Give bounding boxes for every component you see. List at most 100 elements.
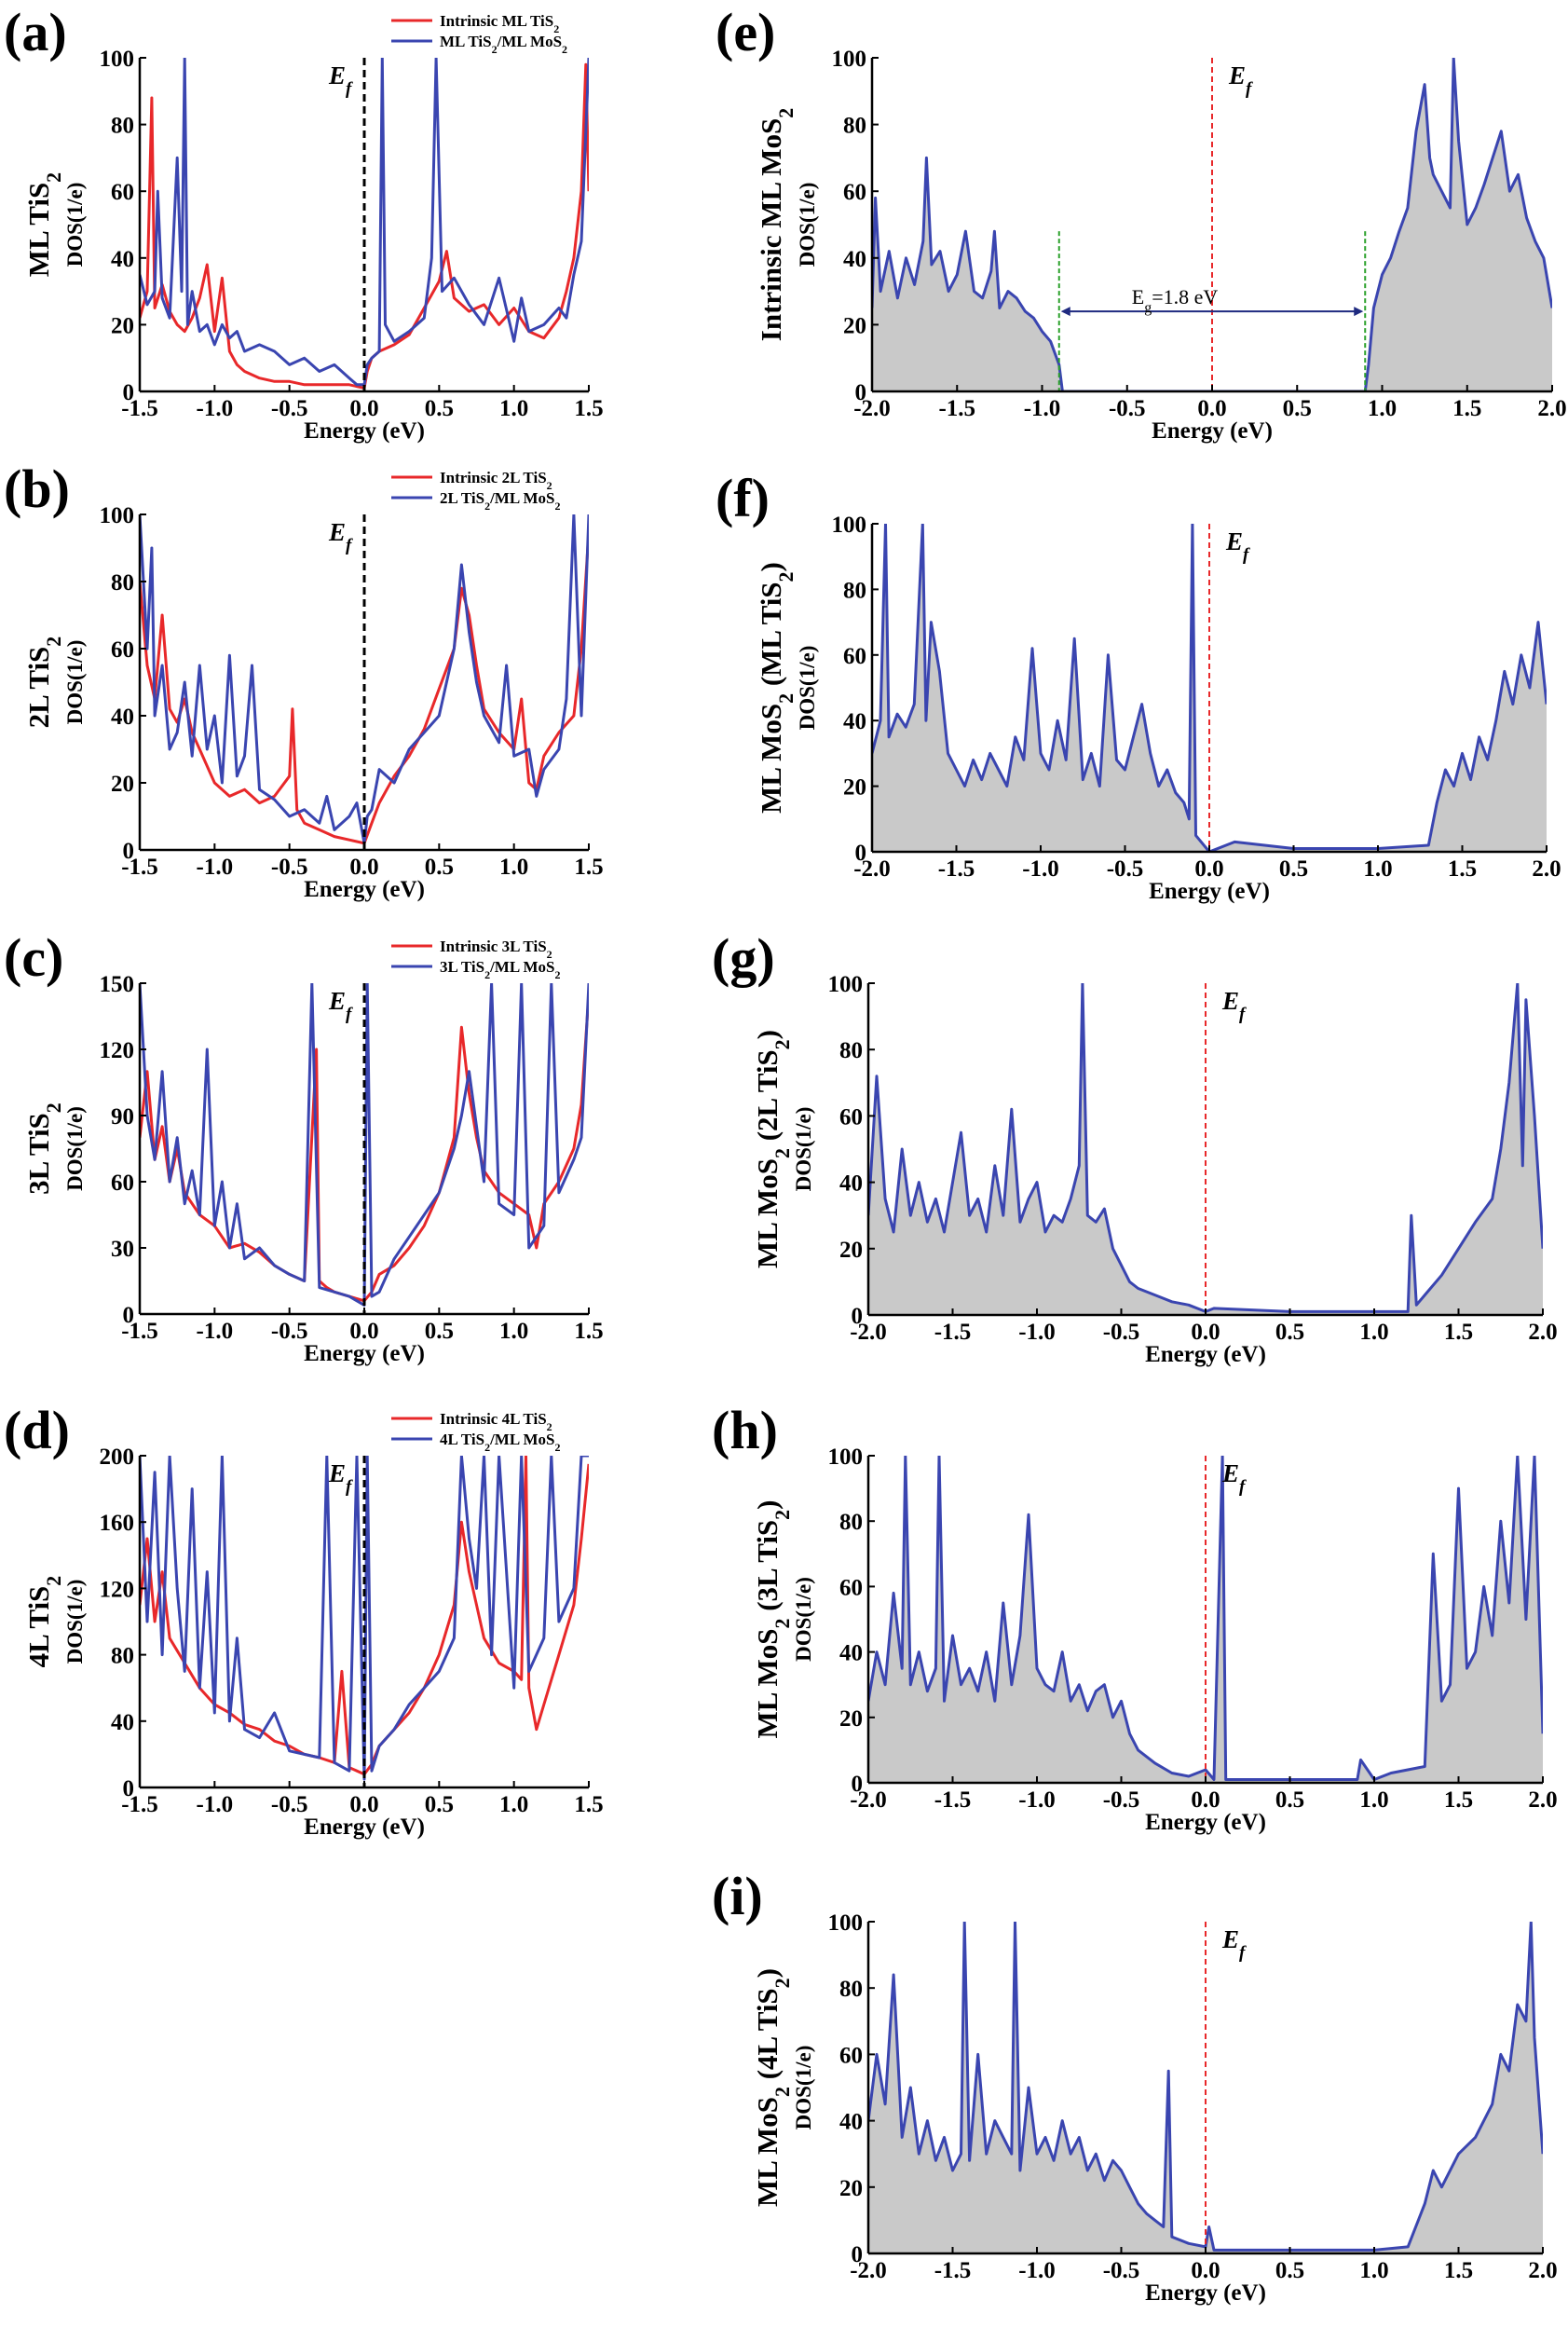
- x-tick-label: 2.0: [1528, 1787, 1557, 1813]
- x-tick-label: -0.5: [1103, 1320, 1140, 1345]
- x-tick-label: 1.5: [1444, 1787, 1473, 1813]
- x-tick-label: 0.0: [349, 1792, 378, 1817]
- x-tick-label: -1.5: [934, 2258, 972, 2283]
- y-tick-label: 0: [123, 1303, 135, 1328]
- panel-label: (i): [712, 1866, 763, 1926]
- x-tick-label: -2.0: [850, 1320, 887, 1345]
- y-tick-label: 0: [123, 839, 135, 864]
- y-tick-label: 100: [828, 1910, 864, 1936]
- y-tick-label: 80: [111, 114, 134, 139]
- x-tick-label: 0.5: [425, 396, 454, 421]
- y-tick-label: 100: [100, 47, 135, 72]
- panel-label: (d): [4, 1400, 70, 1460]
- system-label: ML MoS2 (2L TiS2): [751, 1030, 794, 1268]
- panel-label: (b): [4, 459, 70, 519]
- y-tick-label: 0: [855, 841, 867, 866]
- y-tick-label: 200: [100, 1445, 135, 1470]
- y-tick-label: 100: [832, 47, 867, 72]
- y-tick-label: 0: [855, 380, 867, 405]
- panel-label: (f): [716, 468, 770, 528]
- y-tick-label: 40: [839, 2110, 863, 2135]
- fermi-level-label: Ef: [328, 1459, 353, 1497]
- y-tick-label: 160: [100, 1511, 135, 1536]
- series-line-2: [140, 58, 589, 387]
- y-tick-label: 100: [828, 1445, 864, 1470]
- gap-arrowhead-right: [1354, 307, 1364, 317]
- x-tick-label: 1.0: [1359, 1320, 1388, 1345]
- y-axis-label: DOS(1/e): [792, 1577, 815, 1662]
- x-tick-label: 1.5: [574, 1319, 603, 1344]
- y-tick-label: 30: [111, 1237, 134, 1262]
- x-tick-label: -1.0: [197, 1319, 234, 1344]
- x-tick-label: -1.0: [1018, 2258, 1056, 2283]
- x-tick-label: -2.0: [853, 396, 891, 421]
- system-label: ML MoS2 (ML TiS2): [755, 562, 798, 814]
- fermi-level-label: Ef: [1221, 1459, 1247, 1497]
- series-line-1: [140, 62, 589, 390]
- y-tick-label: 80: [111, 1644, 134, 1669]
- y-tick-label: 0: [852, 1772, 864, 1797]
- x-tick-label: -1.5: [934, 1320, 972, 1345]
- series-line-1: [872, 524, 1547, 852]
- y-axis-label: DOS(1/e): [796, 646, 819, 731]
- x-tick-label: 0.5: [1275, 2258, 1304, 2283]
- x-tick-label: -1.5: [121, 1792, 158, 1817]
- panel-label: (c): [4, 927, 63, 988]
- y-axis-label: DOS(1/e): [63, 1106, 87, 1191]
- x-tick-label: 2.0: [1528, 1320, 1557, 1345]
- x-tick-label: 1.5: [574, 396, 603, 421]
- x-axis-label: Energy (eV): [304, 1341, 425, 1366]
- series-line-2: [140, 983, 589, 1307]
- x-tick-label: 1.0: [499, 855, 528, 880]
- y-axis-label: DOS(1/e): [796, 183, 819, 267]
- x-tick-label: -1.5: [934, 1787, 972, 1813]
- y-tick-label: 20: [843, 313, 866, 338]
- x-tick-label: -1.0: [1018, 1787, 1056, 1813]
- x-tick-label: -1.0: [197, 396, 234, 421]
- x-tick-label: 1.5: [574, 855, 603, 880]
- x-tick-label: -1.5: [121, 855, 158, 880]
- x-tick-label: -0.5: [271, 1319, 308, 1344]
- y-tick-label: 40: [839, 1641, 863, 1666]
- system-label: ML TiS2: [22, 172, 65, 277]
- x-axis-label: Energy (eV): [1152, 418, 1273, 444]
- y-tick-label: 80: [839, 1038, 863, 1063]
- dos-area-fill: [868, 1456, 1543, 1783]
- band-gap-label: Eg=1.8 eV: [1132, 285, 1219, 316]
- legend-entry: Intrinsic 2L TiS2: [440, 469, 552, 492]
- x-tick-label: 0.5: [425, 1319, 454, 1344]
- x-axis-label: Energy (eV): [304, 1814, 425, 1840]
- x-tick-label: 1.5: [1448, 856, 1477, 882]
- legend-entry: 4L TiS2/ML MoS2: [440, 1431, 560, 1454]
- y-tick-label: 100: [832, 513, 867, 538]
- panel-c: Ef -1.5 -1.0 -0.5 0.0 0.5 1.0 1.5 0 30 60 90 120 150 E…: [4, 927, 604, 1366]
- x-axis-label: Energy (eV): [1145, 2280, 1266, 2306]
- y-tick-label: 0: [852, 2242, 864, 2267]
- fermi-level-label: Ef: [328, 987, 353, 1024]
- panel-h: Ef -2.0 -1.5 -1.0 -0.5 0.0 0.5 1.0 1.5 2.0 0 20 40 60…: [712, 1400, 1558, 1835]
- y-tick-label: 20: [111, 772, 134, 797]
- y-tick-label: 40: [111, 247, 134, 272]
- x-tick-label: 0.0: [1194, 856, 1223, 882]
- y-axis-label: DOS(1/e): [792, 1107, 815, 1192]
- y-tick-label: 20: [839, 1706, 863, 1732]
- panel-label: (e): [716, 2, 775, 62]
- x-tick-label: 1.0: [1363, 856, 1392, 882]
- x-tick-label: 0.0: [349, 1319, 378, 1344]
- x-axis-label: Energy (eV): [304, 418, 425, 444]
- x-tick-label: 1.5: [1444, 1320, 1473, 1345]
- y-tick-label: 60: [111, 1171, 134, 1196]
- x-tick-label: -0.5: [271, 396, 308, 421]
- legend-entry: Intrinsic 3L TiS2: [440, 938, 552, 961]
- x-tick-label: -1.0: [197, 1792, 234, 1817]
- x-tick-label: 1.5: [574, 1792, 603, 1817]
- y-tick-label: 60: [111, 637, 134, 663]
- y-tick-label: 90: [111, 1104, 134, 1130]
- y-axis-label: DOS(1/e): [63, 640, 87, 725]
- panel-f: Ef -2.0 -1.5 -1.0 -0.5 0.0 0.5 1.0 1.5 2.0 0 20 40 60…: [716, 468, 1561, 904]
- series-line-2: [140, 514, 589, 845]
- x-tick-label: 0.5: [1283, 396, 1312, 421]
- y-tick-label: 0: [123, 1776, 135, 1801]
- x-tick-label: -0.5: [271, 1792, 308, 1817]
